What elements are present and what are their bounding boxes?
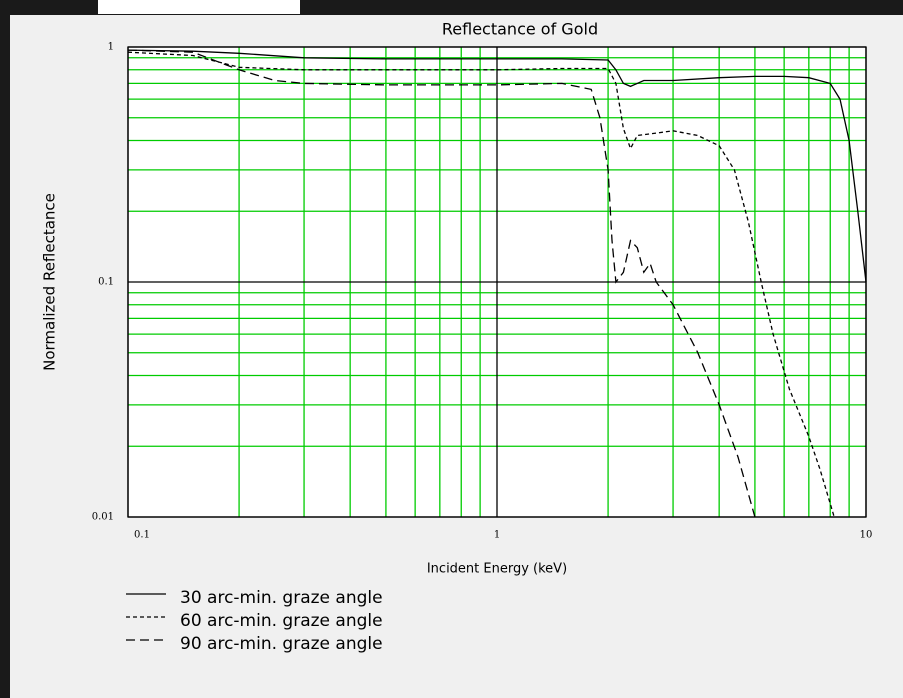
legend-label: 90 arc-min. graze angle <box>180 634 383 654</box>
x-tick-label: 10 <box>860 530 873 541</box>
y-tick-label: 1 <box>108 42 114 53</box>
chart: Reflectance of Gold Incident Energy (keV… <box>0 0 903 698</box>
y-tick-label: 0.01 <box>92 512 114 523</box>
x-axis-label: Incident Energy (keV) <box>427 562 567 577</box>
x-tick-label: 1 <box>494 530 500 541</box>
y-axis-label: Normalized Reflectance <box>41 193 59 371</box>
legend-label: 60 arc-min. graze angle <box>180 611 383 631</box>
legend-label: 30 arc-min. graze angle <box>180 588 383 608</box>
page: Reflectance of Gold Incident Energy (keV… <box>0 0 903 698</box>
top-box <box>98 0 300 14</box>
x-tick-label: 0.1 <box>134 530 150 541</box>
chart-title: Reflectance of Gold <box>442 20 598 39</box>
y-tick-label: 0.1 <box>98 277 114 288</box>
